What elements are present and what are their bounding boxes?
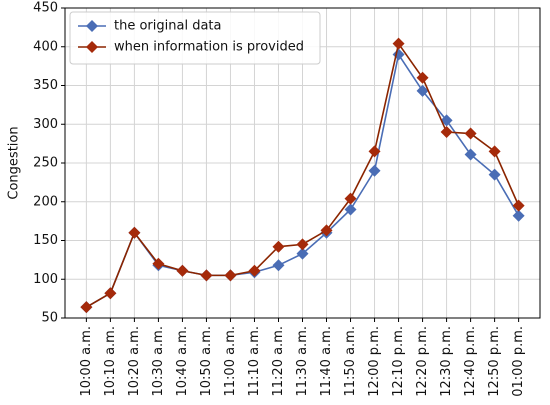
x-tick-label: 11:10 a.m. bbox=[247, 326, 262, 397]
y-tick-label: 250 bbox=[33, 156, 58, 171]
legend-marker bbox=[86, 41, 98, 53]
data-marker bbox=[440, 126, 453, 138]
data-marker bbox=[200, 269, 213, 282]
data-marker bbox=[368, 145, 381, 158]
data-marker bbox=[248, 264, 261, 277]
y-tick-label: 150 bbox=[33, 233, 58, 248]
x-tick-label: 12:00 p.m. bbox=[367, 326, 382, 397]
x-tick-label: 11:30 a.m. bbox=[295, 326, 310, 397]
legend-label: when information is provided bbox=[114, 40, 304, 55]
data-marker bbox=[80, 301, 93, 314]
y-tick-label: 50 bbox=[41, 311, 58, 326]
legend-box bbox=[69, 11, 321, 65]
x-tick-label: 01:00 p.m. bbox=[511, 326, 526, 397]
x-tick-label: 12:50 p.m. bbox=[487, 326, 502, 397]
data-marker bbox=[368, 164, 381, 177]
y-tick-label: 100 bbox=[33, 272, 58, 287]
data-marker bbox=[512, 199, 525, 212]
x-tick-label: 10:40 a.m. bbox=[175, 326, 190, 397]
x-tick-label: 10:50 a.m. bbox=[199, 326, 214, 397]
plot-frame bbox=[64, 7, 541, 319]
y-axis-label: Congestion bbox=[7, 126, 22, 199]
x-tick-label: 11:40 a.m. bbox=[319, 326, 334, 397]
data-marker bbox=[464, 148, 477, 161]
data-marker bbox=[272, 240, 285, 253]
x-tick-label: 12:40 p.m. bbox=[463, 326, 478, 397]
data-marker bbox=[392, 37, 405, 50]
x-tick-label: 11:20 a.m. bbox=[271, 326, 286, 397]
data-marker bbox=[416, 84, 429, 97]
y-tick-label: 400 bbox=[33, 39, 58, 54]
x-tick-label: 10:20 a.m. bbox=[127, 326, 142, 397]
data-marker bbox=[104, 287, 117, 300]
legend-label: the original data bbox=[114, 19, 221, 34]
data-marker bbox=[152, 257, 165, 270]
x-tick-label: 10:10 a.m. bbox=[103, 326, 118, 397]
y-tick-label: 300 bbox=[33, 117, 58, 132]
data-marker bbox=[176, 264, 189, 277]
data-marker bbox=[512, 209, 525, 222]
x-tick-label: 12:30 p.m. bbox=[439, 326, 454, 397]
x-tick-label: 11:50 a.m. bbox=[343, 326, 358, 397]
data-marker bbox=[320, 224, 333, 237]
y-tick-label: 200 bbox=[33, 194, 58, 209]
y-tick-label: 450 bbox=[33, 1, 58, 16]
data-marker bbox=[488, 145, 501, 158]
y-tick-label: 350 bbox=[33, 78, 58, 93]
data-marker bbox=[344, 203, 357, 216]
data-marker bbox=[464, 127, 477, 140]
data-marker bbox=[296, 247, 309, 260]
data-marker bbox=[488, 168, 501, 181]
x-tick-label: 12:10 p.m. bbox=[391, 326, 406, 397]
data-marker bbox=[296, 238, 309, 251]
legend-marker bbox=[86, 20, 98, 32]
x-tick-label: 10:30 a.m. bbox=[151, 326, 166, 397]
data-marker bbox=[272, 259, 285, 272]
x-tick-label: 10:00 a.m. bbox=[79, 326, 94, 397]
data-marker bbox=[416, 71, 429, 84]
x-tick-label: 11:00 a.m. bbox=[223, 326, 238, 397]
data-marker bbox=[344, 192, 357, 205]
x-tick-label: 12:20 p.m. bbox=[415, 326, 430, 397]
data-marker bbox=[128, 226, 141, 239]
data-marker bbox=[224, 269, 237, 282]
